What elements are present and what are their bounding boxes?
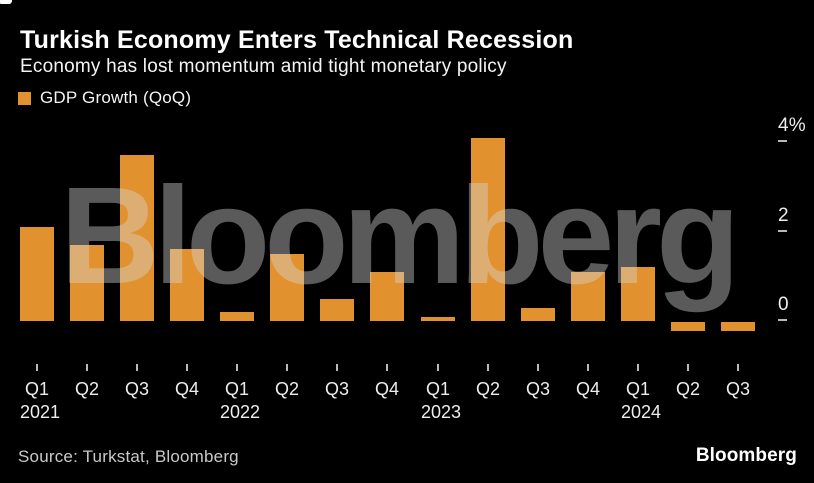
bar-q2-2022 [270,254,304,321]
x-year-label: 2023 [420,402,462,422]
bar-q1-2021 [20,227,54,321]
x-axis-tick [236,364,238,371]
x-tick-label: Q1 [425,379,450,399]
corner-artifact [0,0,12,4]
y-axis-tick [778,140,787,142]
x-axis-tick [637,364,639,371]
x-tick-label: Q2 [475,379,500,399]
x-axis-tick [386,364,388,371]
x-tick-label: Q2 [675,379,700,399]
legend-label: GDP Growth (QoQ) [40,88,192,107]
x-axis-tick [36,364,38,371]
x-year-label: 2021 [19,402,61,422]
bar-q2-2021 [70,245,104,321]
x-tick-label: Q3 [525,379,550,399]
y-tick-label: 2 [778,205,789,226]
x-axis-tick [687,364,689,371]
x-axis-tick [136,364,138,371]
x-tick-label: Q2 [74,379,99,399]
x-tick-label: Q3 [725,379,750,399]
x-axis-tick [286,364,288,371]
x-axis-tick [336,364,338,371]
y-axis-tick [778,319,787,321]
bloomberg-logo: Bloomberg [695,445,797,466]
x-axis-tick [537,364,539,371]
x-axis-tick [86,364,88,371]
x-tick-label: Q3 [324,379,349,399]
x-tick-label: Q3 [124,379,149,399]
bar-q1-2024 [621,267,655,321]
y-axis-tick [778,230,787,232]
page-title: Turkish Economy Enters Technical Recessi… [20,26,574,54]
legend-swatch-icon [18,91,31,105]
x-tick-label: Q2 [274,379,299,399]
legend: GDP Growth (QoQ) [18,88,191,108]
x-tick-label: Q1 [625,379,650,399]
x-tick-label: Q1 [224,379,249,399]
bar-q2-2024 [671,322,705,331]
bar-q4-2023 [571,272,605,321]
bar-q3-2021 [120,155,154,321]
source-attribution: Source: Turkstat, Bloomberg [18,447,239,466]
bar-q1-2023 [421,317,455,321]
bar-q3-2022 [320,299,354,321]
bar-q3-2024 [721,322,755,331]
bar-q2-2023 [471,138,505,321]
x-tick-label: Q4 [575,379,600,399]
bar-q1-2022 [220,312,254,321]
x-axis-tick [437,364,439,371]
x-tick-label: Q4 [174,379,199,399]
x-axis-tick [186,364,188,371]
bar-q4-2021 [170,249,204,321]
x-axis-tick [737,364,739,371]
x-year-label: 2024 [620,402,662,422]
bar-q3-2023 [521,308,555,321]
bar-q4-2022 [370,272,404,321]
x-tick-label: Q4 [374,379,399,399]
y-tick-label: 0 [778,294,789,315]
x-axis-tick [587,364,589,371]
x-tick-label: Q1 [24,379,49,399]
x-axis-tick [487,364,489,371]
y-tick-label: 4% [778,115,806,136]
chart-subtitle: Economy has lost momentum amid tight mon… [20,56,507,77]
x-year-label: 2022 [219,402,261,422]
